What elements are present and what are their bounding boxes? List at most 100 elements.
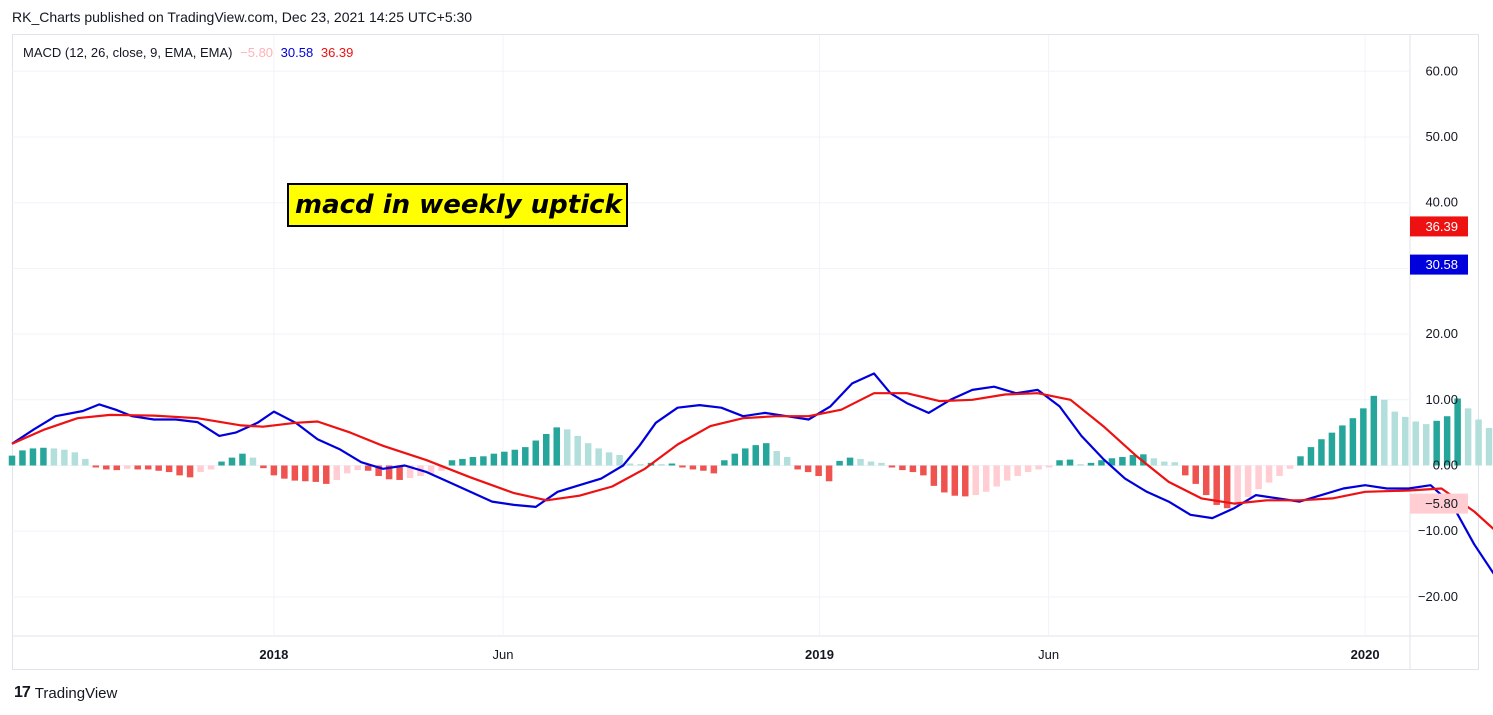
histogram-bar	[1475, 419, 1482, 466]
x-tick-label: Jun	[1038, 647, 1059, 662]
histogram-bar	[867, 461, 875, 466]
y-tick-label: −10.00	[1418, 523, 1458, 538]
histogram-bar	[1171, 462, 1179, 466]
histogram-bar	[1443, 416, 1451, 466]
histogram-bar	[1014, 465, 1021, 477]
last-value-label: 36.39	[1425, 219, 1458, 234]
histogram-bar	[1223, 465, 1231, 509]
histogram-bar	[982, 465, 990, 492]
histogram-bar	[323, 465, 330, 484]
histogram-bar	[532, 440, 540, 466]
signal-line	[11, 392, 1493, 531]
histogram-value: −5.80	[240, 45, 274, 60]
y-tick-label: 20.00	[1425, 326, 1458, 341]
histogram-bar	[700, 465, 707, 471]
text-annotation[interactable]: macd in weekly uptick	[287, 183, 628, 227]
chart-pane[interactable]	[12, 34, 1479, 670]
histogram-bar	[1433, 420, 1440, 466]
histogram-bar	[71, 452, 79, 466]
histogram-bar	[364, 465, 372, 471]
histogram-bar	[260, 465, 267, 469]
histogram-bar	[1066, 459, 1074, 466]
histogram-bar	[406, 465, 414, 478]
publish-info: RK_Charts published on TradingView.com, …	[12, 9, 473, 25]
histogram-bar	[731, 453, 739, 466]
histogram-bar	[1077, 464, 1084, 466]
histogram-bar	[1098, 460, 1105, 466]
histogram-bar	[762, 443, 770, 466]
histogram-bar	[710, 465, 718, 474]
histogram-bar	[459, 458, 466, 466]
histogram-bar	[637, 464, 644, 466]
histogram-bar	[1276, 465, 1283, 477]
macd-line	[11, 372, 1493, 575]
histogram-bar	[469, 456, 477, 466]
histogram-bar	[19, 450, 26, 466]
histogram-bar	[448, 460, 456, 466]
histogram-bar	[1391, 411, 1399, 466]
histogram-bar	[239, 453, 246, 466]
histogram-bar	[563, 429, 571, 466]
histogram-bar	[113, 465, 121, 471]
histogram-bar	[658, 464, 665, 466]
histogram-bar	[291, 465, 299, 481]
last-value-badge	[1410, 493, 1468, 514]
histogram-bar	[962, 465, 969, 497]
histogram-bar	[1318, 439, 1325, 466]
histogram-bar	[689, 465, 697, 470]
histogram-bar	[312, 465, 320, 482]
last-value-label: −5.80	[1425, 496, 1458, 511]
tradingview-logo-icon: 17	[14, 684, 31, 701]
macd-value: 30.58	[280, 45, 314, 60]
last-value-badge	[1410, 254, 1468, 275]
histogram-bar	[385, 465, 393, 480]
histogram-bar	[1401, 416, 1409, 466]
histogram-bar	[846, 457, 854, 466]
histogram-bar	[1360, 408, 1367, 466]
histogram-bar	[1182, 465, 1189, 476]
histogram-bar	[1255, 465, 1262, 490]
histogram-bar	[354, 465, 361, 471]
histogram-bar	[8, 455, 16, 466]
histogram-bar	[197, 465, 204, 473]
signal-value: 36.39	[320, 45, 354, 60]
histogram-bar	[1297, 456, 1304, 466]
tradingview-footer[interactable]: 17 TradingView	[14, 684, 117, 702]
histogram-bar	[595, 448, 602, 466]
histogram-bar	[909, 465, 917, 473]
histogram-bar	[605, 452, 613, 466]
histogram-bar	[1265, 465, 1273, 483]
price-axis: 60.0050.0040.0030.0020.0010.000.00−10.00…	[1418, 63, 1458, 604]
histogram-bar	[574, 435, 581, 466]
histogram-bar	[1140, 454, 1147, 466]
grid-lines	[12, 35, 1479, 670]
x-tick-label: 2019	[805, 647, 834, 662]
histogram-bar	[165, 465, 173, 473]
last-value-badge	[1410, 216, 1468, 237]
histogram-bar	[1035, 465, 1042, 470]
histogram-bar	[438, 465, 445, 471]
histogram-bar	[878, 462, 885, 466]
y-tick-label: −20.00	[1418, 589, 1458, 604]
histogram-bar	[1454, 398, 1461, 466]
histogram-bar	[1202, 465, 1210, 496]
histogram-bar	[207, 465, 215, 470]
histogram-bar	[857, 458, 864, 466]
histogram-bar	[825, 465, 833, 482]
histogram-bar	[1339, 425, 1346, 466]
histogram-bar	[783, 456, 791, 466]
histogram-bar	[176, 465, 183, 476]
histogram-bar	[888, 465, 896, 468]
histogram-bar	[679, 465, 686, 468]
y-tick-label: 0.00	[1433, 458, 1458, 473]
histogram-bar	[490, 453, 498, 466]
indicator-legend[interactable]: MACD (12, 26, close, 9, EMA, EMA) −5.80 …	[23, 45, 357, 60]
histogram-bar	[228, 457, 236, 466]
histogram-bar	[899, 465, 906, 471]
histogram-bar	[123, 465, 131, 469]
histogram-bar	[186, 465, 194, 478]
histogram-bar	[501, 451, 508, 466]
histogram-bar	[993, 465, 1000, 487]
histogram-bar	[1119, 456, 1126, 466]
